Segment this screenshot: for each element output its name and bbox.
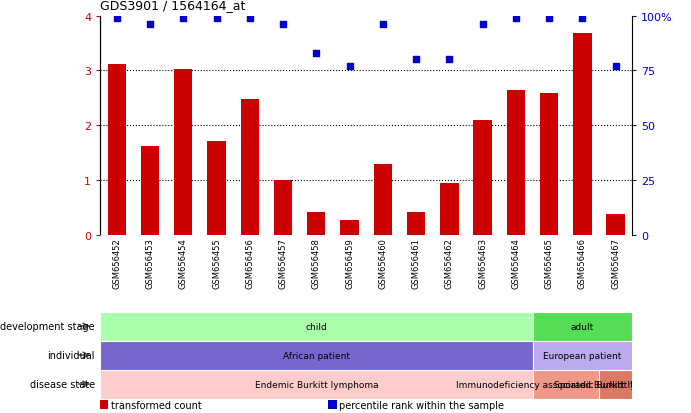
Text: GSM656458: GSM656458: [312, 238, 321, 288]
Point: [111, 15, 122, 22]
Point: [544, 15, 555, 22]
Bar: [100, 312, 533, 341]
Text: GSM656463: GSM656463: [478, 238, 487, 289]
Text: African patient: African patient: [283, 351, 350, 360]
Point: [577, 15, 588, 22]
Text: percentile rank within the sample: percentile rank within the sample: [339, 400, 504, 410]
Bar: [174, 70, 193, 235]
Text: GSM656454: GSM656454: [179, 238, 188, 288]
Text: GSM656455: GSM656455: [212, 238, 221, 288]
Text: child: child: [305, 322, 328, 331]
Bar: [533, 312, 632, 341]
Bar: [440, 183, 459, 235]
Text: GSM656466: GSM656466: [578, 238, 587, 289]
Bar: [100, 370, 533, 399]
Bar: [533, 370, 599, 399]
Text: Immunodeficiency associated Burkitt lymphoma: Immunodeficiency associated Burkitt lymp…: [456, 380, 676, 389]
Bar: [207, 141, 226, 235]
Bar: [374, 164, 392, 235]
Text: adult: adult: [571, 322, 594, 331]
Bar: [100, 341, 533, 370]
Bar: [533, 341, 632, 370]
Text: Sporadic Burkitt lymphoma: Sporadic Burkitt lymphoma: [553, 380, 678, 389]
Bar: [240, 100, 259, 235]
Text: GSM656461: GSM656461: [412, 238, 421, 288]
Point: [278, 22, 289, 28]
Point: [511, 15, 522, 22]
Point: [610, 64, 621, 70]
Bar: [473, 121, 492, 235]
Point: [178, 15, 189, 22]
Text: GSM656464: GSM656464: [511, 238, 520, 288]
Text: GDS3901 / 1564164_at: GDS3901 / 1564164_at: [100, 0, 245, 12]
Text: Endemic Burkitt lymphoma: Endemic Burkitt lymphoma: [254, 380, 378, 389]
Bar: [307, 212, 325, 235]
Bar: [607, 215, 625, 235]
Text: individual: individual: [47, 350, 95, 360]
Bar: [141, 147, 159, 235]
Bar: [599, 370, 632, 399]
Text: GSM656459: GSM656459: [345, 238, 354, 288]
Text: GSM656465: GSM656465: [545, 238, 553, 288]
Bar: [108, 65, 126, 235]
Text: GSM656462: GSM656462: [445, 238, 454, 288]
Text: GSM656467: GSM656467: [611, 238, 620, 289]
Point: [477, 22, 488, 28]
Point: [410, 57, 422, 64]
Text: European patient: European patient: [543, 351, 622, 360]
Bar: [341, 220, 359, 235]
Point: [311, 50, 322, 57]
Point: [377, 22, 388, 28]
Bar: [507, 90, 525, 235]
Text: GSM656452: GSM656452: [113, 238, 122, 288]
Bar: [407, 212, 425, 235]
Point: [344, 64, 355, 70]
Text: development stage: development stage: [0, 321, 95, 331]
Point: [245, 15, 256, 22]
Bar: [274, 181, 292, 235]
Point: [144, 22, 155, 28]
Text: GSM656453: GSM656453: [146, 238, 155, 288]
Text: GSM656460: GSM656460: [379, 238, 388, 288]
Bar: [574, 34, 591, 235]
Text: disease state: disease state: [30, 379, 95, 389]
Text: GSM656457: GSM656457: [278, 238, 287, 288]
Point: [444, 57, 455, 64]
Text: GSM656456: GSM656456: [245, 238, 254, 288]
Text: transformed count: transformed count: [111, 400, 201, 410]
Bar: [540, 94, 558, 235]
Point: [211, 15, 222, 22]
